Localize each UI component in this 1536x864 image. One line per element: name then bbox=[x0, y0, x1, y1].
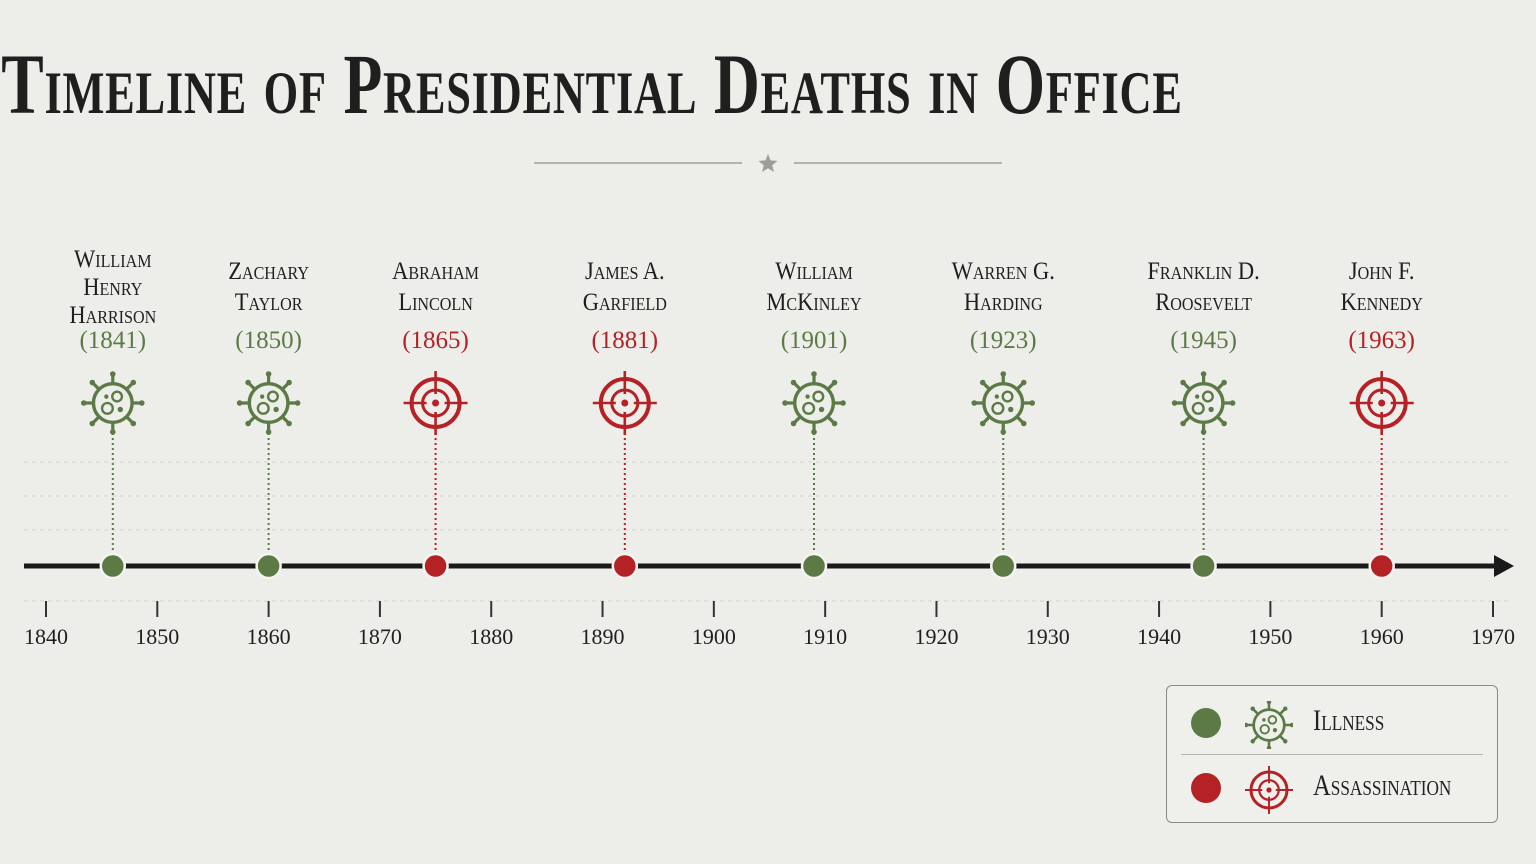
point-name-label: James A. bbox=[585, 258, 665, 285]
legend-item-illness: Illness bbox=[1167, 694, 1497, 754]
tick-label: 1930 bbox=[1026, 624, 1070, 649]
legend-dot-illness bbox=[1191, 708, 1221, 738]
tick-label: 1890 bbox=[581, 624, 625, 649]
chart-title: Timeline of Presidential Deaths in Offic… bbox=[1, 36, 1183, 132]
point-name-label: Garfield bbox=[583, 289, 667, 316]
point-name-label: McKinley bbox=[766, 289, 861, 316]
legend-dot-assassination bbox=[1191, 773, 1221, 803]
crosshair-target-icon bbox=[592, 371, 657, 435]
virus-icon bbox=[80, 371, 145, 435]
virus-icon bbox=[1245, 701, 1293, 749]
tick-label: 1850 bbox=[135, 624, 179, 649]
tick-label: 1970 bbox=[1471, 624, 1515, 649]
tick-label: 1880 bbox=[469, 624, 513, 649]
point-name-label: Harding bbox=[964, 289, 1043, 316]
point-year-label: (1881) bbox=[591, 327, 658, 354]
point-name-label: Henry bbox=[83, 274, 142, 301]
virus-icon bbox=[971, 371, 1036, 435]
axis-arrow bbox=[1494, 555, 1514, 577]
tick-label: 1870 bbox=[358, 624, 402, 649]
legend-divider bbox=[1181, 754, 1483, 755]
point-name-label: Roosevelt bbox=[1155, 289, 1252, 316]
point-name-label: Franklin D. bbox=[1147, 258, 1259, 285]
point-year-label: (1963) bbox=[1348, 327, 1415, 354]
point-marker bbox=[1190, 552, 1217, 580]
point-name-label: William bbox=[775, 258, 853, 285]
point-name-label: Lincoln bbox=[398, 289, 472, 316]
legend-label-illness: Illness bbox=[1313, 704, 1385, 737]
point-marker bbox=[800, 552, 828, 580]
crosshair-target-icon bbox=[1349, 371, 1414, 435]
point-marker bbox=[989, 552, 1017, 580]
virus-icon bbox=[1171, 371, 1236, 435]
point-name-label: Warren G. bbox=[952, 258, 1055, 285]
point-name-label: Taylor bbox=[235, 289, 303, 316]
point-name-label: John F. bbox=[1349, 258, 1415, 285]
star-icon bbox=[758, 154, 778, 172]
tick-label: 1900 bbox=[692, 624, 736, 649]
legend-label-assassination: Assassination bbox=[1313, 769, 1452, 802]
point-marker bbox=[611, 552, 639, 580]
crosshair-target-icon bbox=[1245, 766, 1293, 814]
point-year-label: (1841) bbox=[79, 327, 146, 354]
point-marker bbox=[99, 552, 127, 580]
point-name-label: Abraham bbox=[392, 258, 479, 285]
point-marker bbox=[1368, 552, 1395, 580]
crosshair-target-icon bbox=[403, 371, 468, 435]
tick-label: 1960 bbox=[1360, 624, 1404, 649]
tick-label: 1840 bbox=[24, 624, 68, 649]
point-year-label: (1865) bbox=[402, 327, 469, 354]
legend: Illness Assassination bbox=[1166, 685, 1498, 823]
tick-label: 1860 bbox=[247, 624, 291, 649]
tick-label: 1910 bbox=[803, 624, 847, 649]
virus-icon bbox=[782, 371, 846, 435]
title-ornament bbox=[534, 154, 1002, 172]
point-name-label: Kennedy bbox=[1341, 289, 1423, 316]
point-name-label: Harrison bbox=[69, 302, 156, 329]
point-marker bbox=[422, 552, 449, 580]
point-year-label: (1901) bbox=[781, 327, 848, 354]
tick-label: 1950 bbox=[1248, 624, 1292, 649]
point-year-label: (1945) bbox=[1170, 327, 1237, 354]
virus-icon bbox=[236, 371, 301, 435]
point-name-label: Zachary bbox=[228, 258, 309, 285]
point-name-label: William bbox=[74, 246, 152, 273]
point-marker bbox=[255, 552, 282, 580]
point-year-label: (1923) bbox=[970, 327, 1037, 354]
point-year-label: (1850) bbox=[235, 327, 302, 354]
tick-label: 1940 bbox=[1137, 624, 1181, 649]
legend-item-assassination: Assassination bbox=[1167, 759, 1497, 819]
tick-label: 1920 bbox=[914, 624, 958, 649]
